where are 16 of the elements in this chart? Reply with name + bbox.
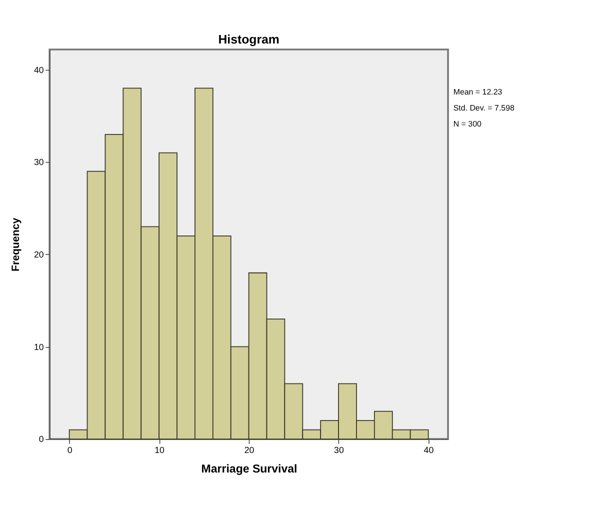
y-tick-label: 10 bbox=[34, 342, 44, 352]
y-tick-label: 40 bbox=[34, 64, 44, 75]
text: Mean = 12.23 bbox=[453, 88, 503, 97]
y-tick-label: 20 bbox=[34, 250, 44, 260]
x-tick-label: 20 bbox=[244, 444, 254, 455]
chart-title: Histogram bbox=[218, 32, 280, 46]
x-tick-label: 40 bbox=[424, 444, 434, 455]
y-axis-title: Frequency bbox=[10, 218, 22, 272]
text: Std. Dev. = 7.598 bbox=[453, 104, 515, 113]
x-tick-label: 10 bbox=[154, 444, 165, 455]
x-tick-label: 30 bbox=[334, 444, 344, 455]
x-tick-label: 0 bbox=[67, 444, 72, 455]
text: N = 300 bbox=[453, 120, 482, 128]
x-axis-title: Marriage Survival bbox=[201, 463, 298, 476]
y-tick-label: 0 bbox=[38, 434, 44, 444]
y-tick-label: 30 bbox=[34, 157, 44, 168]
